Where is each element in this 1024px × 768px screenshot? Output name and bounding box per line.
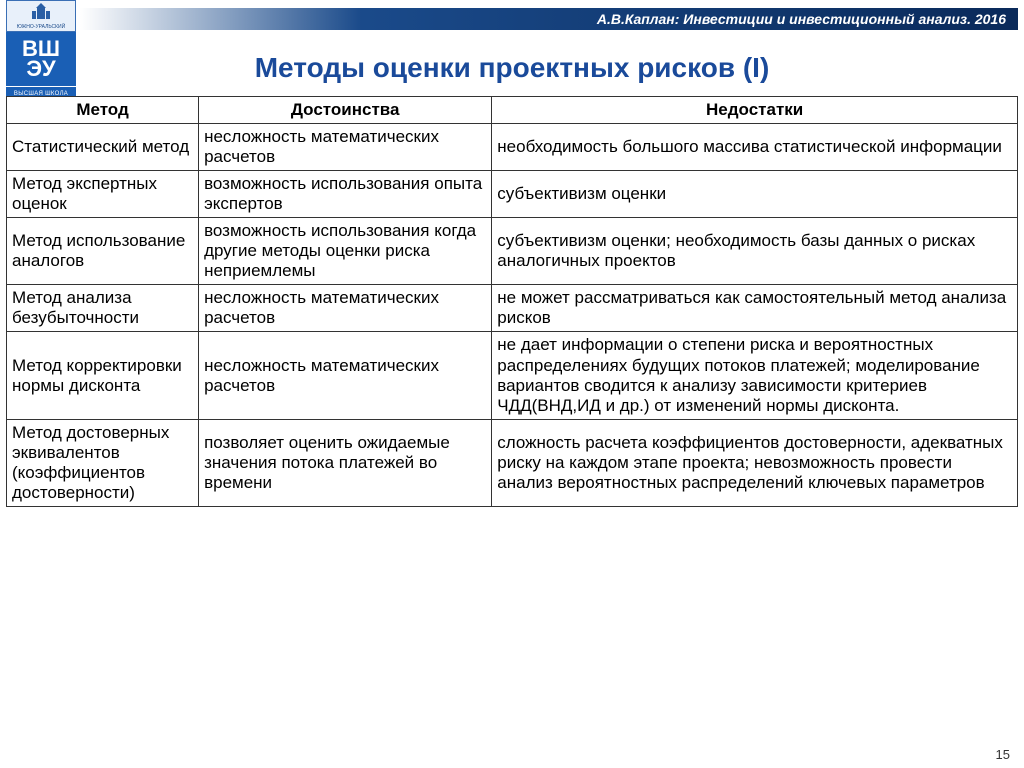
table-row: Метод корректировки нормы дисконта несло… [7, 332, 1018, 419]
slide-title: Методы оценки проектных рисков (I) [0, 52, 1024, 84]
cell-cons: субъективизм оценки; необходимость базы … [492, 218, 1018, 285]
table-row: Метод достоверных эквивалентов (коэффици… [7, 419, 1018, 506]
cell-method: Метод анализа безубыточности [7, 285, 199, 332]
building-icon [29, 3, 53, 21]
col-cons: Недостатки [492, 97, 1018, 124]
cell-pros: возможность использования когда другие м… [199, 218, 492, 285]
logo-top-block: ЮЖНО-УРАЛЬСКИЙ [6, 0, 76, 32]
cell-cons: необходимость большого массива статистич… [492, 124, 1018, 171]
table-row: Метод экспертных оценок возможность испо… [7, 171, 1018, 218]
cell-pros: несложность математических расчетов [199, 285, 492, 332]
col-pros: Достоинства [199, 97, 492, 124]
institution-logo: ЮЖНО-УРАЛЬСКИЙ ВШ ЭУ ВЫСШАЯ ШКОЛА [4, 0, 78, 100]
cell-method: Статистический метод [7, 124, 199, 171]
table-row: Метод анализа безубыточности несложность… [7, 285, 1018, 332]
cell-pros: несложность математических расчетов [199, 332, 492, 419]
table-row: Статистический метод несложность математ… [7, 124, 1018, 171]
col-method: Метод [7, 97, 199, 124]
page-number: 15 [996, 747, 1010, 762]
cell-method: Метод экспертных оценок [7, 171, 199, 218]
methods-table: Метод Достоинства Недостатки Статистичес… [6, 96, 1018, 507]
cell-cons: сложность расчета коэффициентов достовер… [492, 419, 1018, 506]
table-header-row: Метод Достоинства Недостатки [7, 97, 1018, 124]
cell-pros: позволяет оценить ожидаемые значения пот… [199, 419, 492, 506]
logo-top-label: ЮЖНО-УРАЛЬСКИЙ [17, 25, 66, 30]
cell-pros: несложность математических расчетов [199, 124, 492, 171]
table-row: Метод использование аналогов возможность… [7, 218, 1018, 285]
cell-cons: не может рассматриваться как самостоятел… [492, 285, 1018, 332]
methods-table-wrap: Метод Достоинства Недостатки Статистичес… [6, 96, 1018, 507]
cell-cons: субъективизм оценки [492, 171, 1018, 218]
cell-cons: не дает информации о степени риска и вер… [492, 332, 1018, 419]
cell-pros: возможность использования опыта эксперто… [199, 171, 492, 218]
header-author-line: А.В.Каплан: Инвестиции и инвестиционный … [597, 11, 1006, 27]
header-bar: А.В.Каплан: Инвестиции и инвестиционный … [80, 8, 1018, 30]
cell-method: Метод корректировки нормы дисконта [7, 332, 199, 419]
cell-method: Метод достоверных эквивалентов (коэффици… [7, 419, 199, 506]
cell-method: Метод использование аналогов [7, 218, 199, 285]
